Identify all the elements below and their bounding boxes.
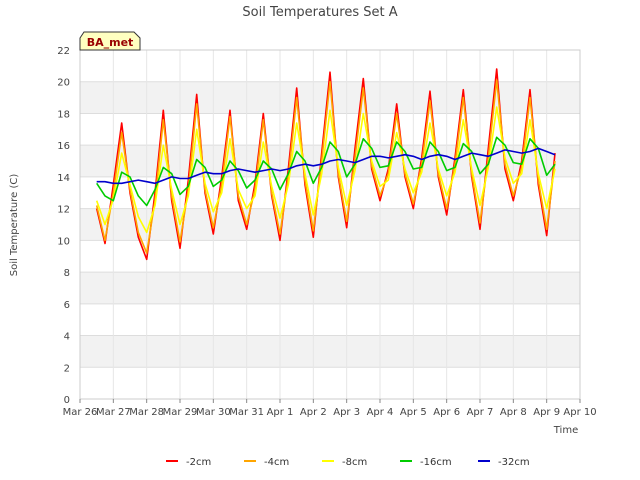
y-tick-label: 18 xyxy=(57,109,70,120)
y-axis-label: Soil Temperature (C) xyxy=(9,174,20,277)
x-tick-label: Apr 7 xyxy=(467,407,494,418)
site-badge-box xyxy=(79,31,141,51)
y-tick-label: 14 xyxy=(57,173,70,184)
legend-label: -2cm xyxy=(186,457,211,468)
legend-item: -4cm xyxy=(244,457,289,468)
legend-label: -8cm xyxy=(342,457,367,468)
legend-label: -4cm xyxy=(264,457,289,468)
plot-band xyxy=(80,272,580,304)
x-tick-label: Apr 5 xyxy=(400,407,427,418)
x-tick-label: Apr 8 xyxy=(500,407,527,418)
y-axis-ticks: 0 2 4 6 8 10 12 14 16 18 20 22 xyxy=(57,46,70,406)
y-tick-label: 4 xyxy=(64,332,70,343)
x-tick-label: Apr 2 xyxy=(300,407,327,418)
site-badge: BA_met xyxy=(79,31,141,51)
x-tick-label: Mar 29 xyxy=(163,407,198,418)
y-tick-label: 12 xyxy=(57,205,70,216)
x-tick-label: Apr 9 xyxy=(533,407,560,418)
x-axis-label: Time xyxy=(553,425,578,436)
x-tick-label: Apr 1 xyxy=(267,407,294,418)
plot-background xyxy=(80,50,580,399)
y-tick-label: 8 xyxy=(64,268,70,279)
x-tick-label: Apr 6 xyxy=(433,407,460,418)
series-line-minus-32cm xyxy=(96,147,556,185)
series-line-minus-4cm xyxy=(95,79,556,254)
legend-item: -8cm xyxy=(322,457,367,468)
legend-item: -2cm xyxy=(166,457,211,468)
x-tick-label: Mar 26 xyxy=(63,407,98,418)
series-line-minus-8cm xyxy=(95,106,556,234)
x-tick-label: Mar 31 xyxy=(229,407,264,418)
site-badge-label: BA_met xyxy=(87,36,134,49)
x-tick-label: Mar 28 xyxy=(129,407,164,418)
x-tick-label: Apr 3 xyxy=(333,407,360,418)
legend-label: -16cm xyxy=(420,457,452,468)
y-tick-label: 10 xyxy=(57,236,70,247)
series-line-minus-2cm xyxy=(95,68,556,261)
y-tick-label: 2 xyxy=(64,363,70,374)
y-tick-label: 22 xyxy=(57,46,70,57)
y-tick-label: 16 xyxy=(57,141,70,152)
x-tick-label: Mar 27 xyxy=(96,407,131,418)
y-tick-label: 0 xyxy=(64,395,70,406)
legend-item: -16cm xyxy=(400,457,452,468)
x-tick-label: Apr 10 xyxy=(563,407,596,418)
plot-band xyxy=(80,335,580,368)
y-tick-label: 20 xyxy=(57,78,70,89)
series-layer xyxy=(95,68,556,261)
y-tick-label: 6 xyxy=(64,300,70,311)
x-tick-label: Apr 4 xyxy=(367,407,394,418)
x-tick-label: Mar 30 xyxy=(196,407,231,418)
plot-border xyxy=(79,49,581,400)
legend-item: -32cm xyxy=(478,457,530,468)
legend: -2cm -4cm -8cm -16cm -32cm xyxy=(166,457,530,468)
legend-label: -32cm xyxy=(498,457,530,468)
chart-title: Soil Temperatures Set A xyxy=(242,5,397,20)
plot-band xyxy=(80,208,580,241)
